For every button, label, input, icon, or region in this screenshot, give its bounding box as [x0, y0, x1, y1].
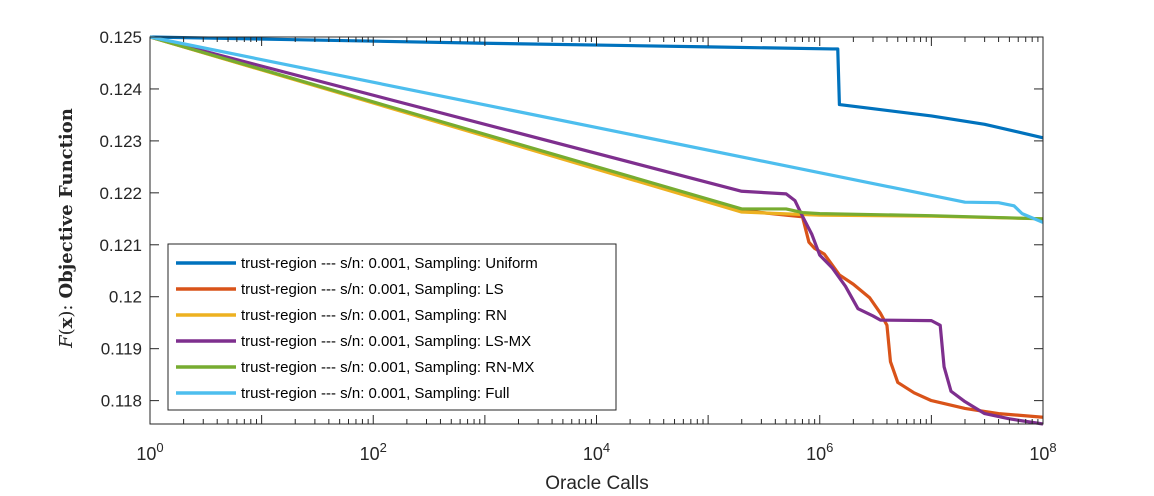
legend-label: trust-region --- s/n: 0.001, Sampling: F… — [241, 385, 509, 402]
y-tick-label: 0.123 — [99, 132, 142, 151]
y-axis-label-text: Objective Function — [56, 108, 77, 298]
legend-item: trust-region --- s/n: 0.001, Sampling: U… — [176, 255, 538, 272]
x-tick-label: 104 — [583, 440, 610, 464]
x-axis-label: Oracle Calls — [545, 473, 648, 494]
plot-frame — [149, 36, 1044, 425]
legend-label: trust-region --- s/n: 0.001, Sampling: R… — [241, 359, 534, 376]
legend-item: trust-region --- s/n: 0.001, Sampling: R… — [176, 359, 534, 376]
y-tick-labels: 0.118 0.119 0.12 0.121 0.122 0.123 0.124 0.125 — [99, 28, 142, 411]
legend-item: trust-region --- s/n: 0.001, Sampling: R… — [176, 307, 507, 324]
y-axis-label: F(x): Objective Function — [56, 108, 77, 349]
legend-label: trust-region --- s/n: 0.001, Sampling: R… — [241, 307, 507, 324]
y-axis-label-close: ): — [56, 305, 77, 318]
x-tick-label: 106 — [806, 440, 833, 464]
series-line-6 — [149, 35, 1044, 224]
y-tick-label: 0.125 — [99, 28, 142, 47]
y-axis-label-arg: x — [56, 317, 77, 328]
legend-label: trust-region --- s/n: 0.001, Sampling: U… — [241, 255, 538, 272]
x-tick-label: 100 — [136, 440, 163, 464]
y-axis-label-func: F — [56, 334, 77, 349]
y-tick-label: 0.12 — [109, 288, 142, 307]
legend-item: trust-region --- s/n: 0.001, Sampling: L… — [176, 281, 504, 298]
series-line-5 — [149, 35, 1044, 221]
legend-item: trust-region --- s/n: 0.001, Sampling: F… — [176, 385, 509, 402]
series-line-4 — [149, 35, 1044, 426]
legend-item: trust-region --- s/n: 0.001, Sampling: L… — [176, 333, 531, 350]
y-tick-label: 0.118 — [101, 392, 142, 411]
y-tick-label: 0.122 — [99, 184, 142, 203]
legend-box — [167, 243, 617, 411]
legend: trust-region --- s/n: 0.001, Sampling: U… — [167, 243, 617, 411]
x-tick-label: 108 — [1029, 440, 1056, 464]
y-tick-label: 0.119 — [101, 340, 142, 359]
legend-label: trust-region --- s/n: 0.001, Sampling: L… — [241, 333, 531, 350]
legend-label: trust-region --- s/n: 0.001, Sampling: L… — [241, 281, 504, 298]
y-axis-label-open: ( — [56, 328, 77, 335]
y-tick-label: 0.124 — [99, 80, 142, 99]
x-tick-labels: 100 102 104 106 108 — [136, 440, 1056, 464]
ticks-layer — [149, 36, 1044, 424]
x-tick-label: 102 — [360, 440, 387, 464]
y-tick-label: 0.121 — [99, 236, 142, 255]
